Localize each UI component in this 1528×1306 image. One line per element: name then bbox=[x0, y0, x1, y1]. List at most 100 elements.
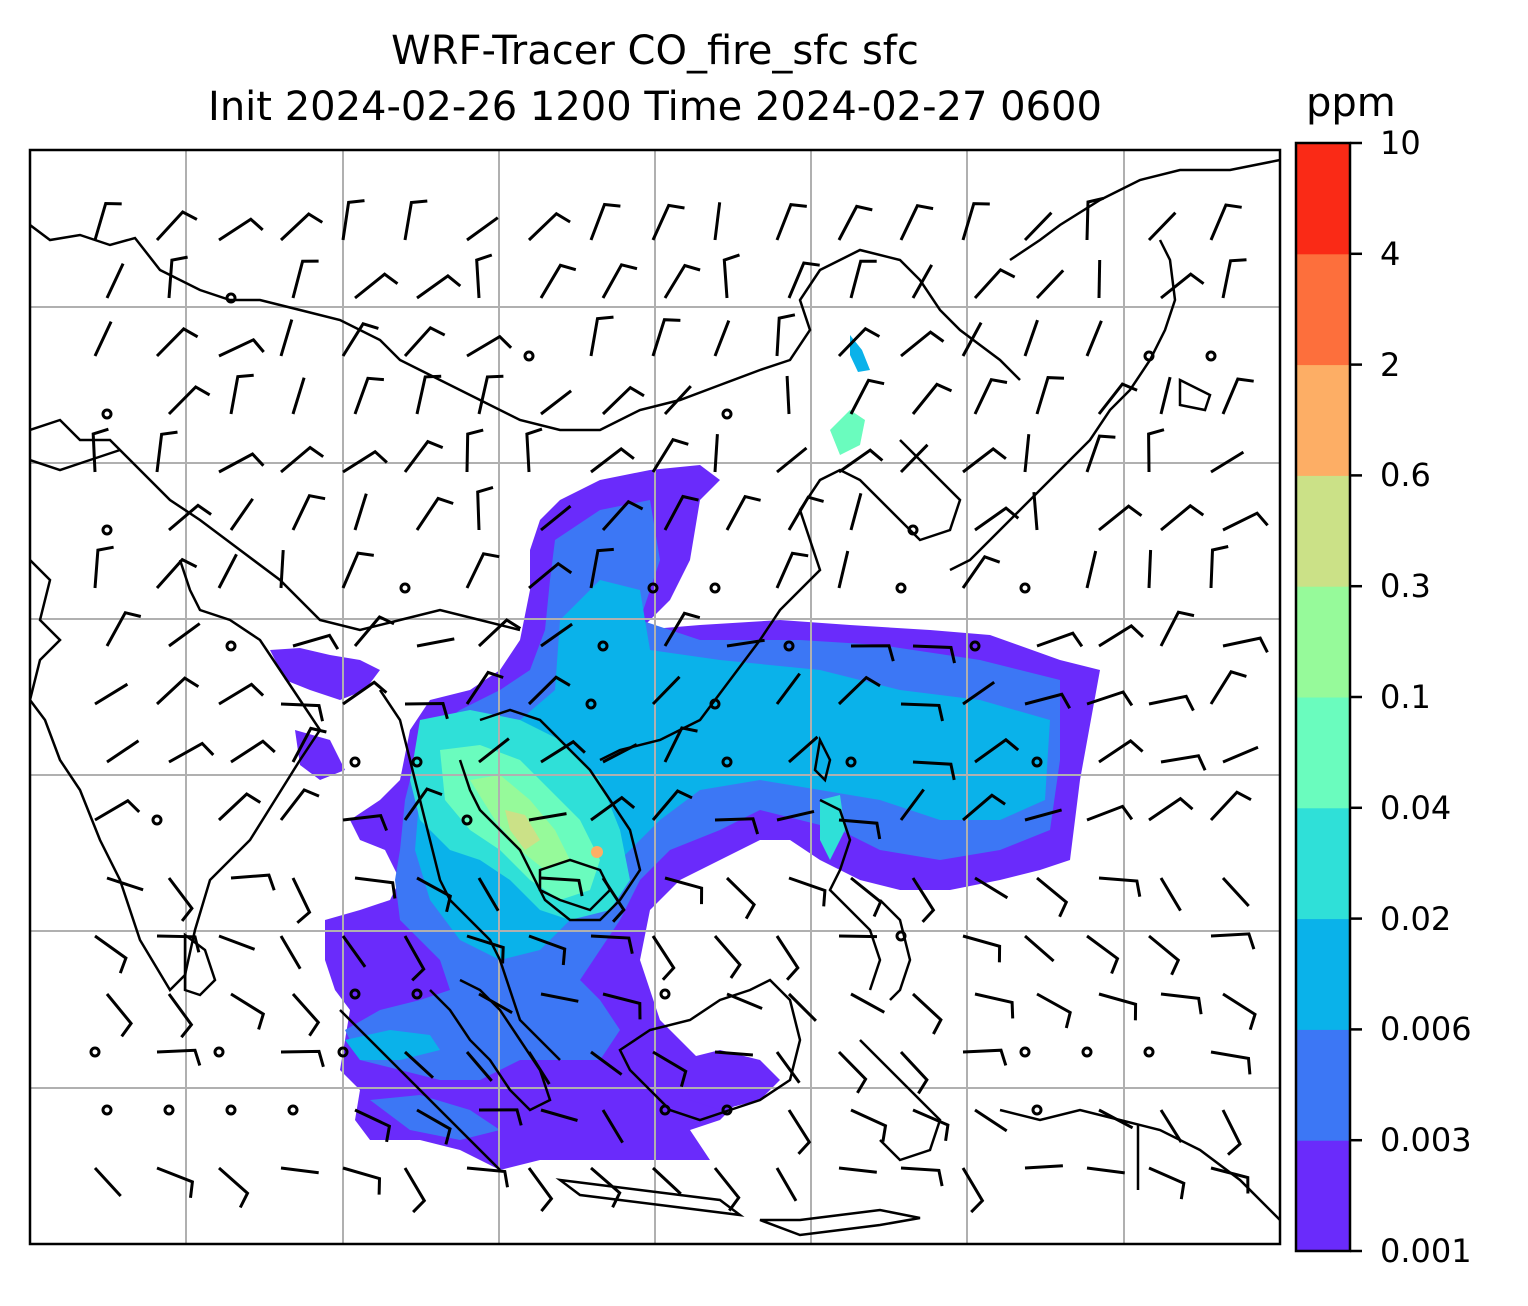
wind-barb bbox=[292, 633, 340, 650]
wind-barb bbox=[590, 447, 635, 474]
wind-barb bbox=[962, 934, 1002, 963]
wind-barb bbox=[279, 788, 320, 821]
wind-barb bbox=[528, 812, 567, 822]
wind-barb bbox=[403, 1167, 427, 1214]
wind-barb bbox=[775, 1167, 798, 1202]
wind-barb bbox=[974, 1108, 1008, 1133]
wind-barb bbox=[1098, 992, 1138, 1021]
wind-barb bbox=[416, 876, 453, 913]
wind-barb bbox=[1210, 1166, 1250, 1194]
wind-barb bbox=[540, 504, 572, 532]
calm-wind-marker bbox=[1081, 1046, 1093, 1058]
wind-barb bbox=[1098, 504, 1143, 532]
wind-barb bbox=[477, 618, 522, 648]
wind-barb bbox=[528, 934, 567, 966]
wind-barb bbox=[403, 1050, 435, 1079]
wind-barb bbox=[229, 373, 254, 415]
wind-barb bbox=[1159, 877, 1182, 912]
calm-wind-marker bbox=[1205, 350, 1217, 362]
wind-barb bbox=[962, 680, 996, 706]
wind-barb bbox=[1023, 211, 1053, 242]
plume-level-2-south bbox=[370, 1095, 500, 1140]
calm-wind-marker bbox=[597, 640, 609, 652]
wind-barb bbox=[775, 313, 796, 357]
wind-barb bbox=[105, 993, 133, 1038]
wind-barb bbox=[974, 876, 1009, 900]
wind-barb bbox=[838, 448, 884, 474]
wind-barb bbox=[837, 1050, 868, 1094]
wind-barb bbox=[899, 204, 934, 241]
wind-barb bbox=[527, 211, 571, 242]
wind-barb bbox=[354, 1108, 392, 1143]
calm-wind-marker bbox=[585, 698, 597, 710]
wind-barb bbox=[528, 561, 573, 590]
wind-barb bbox=[93, 320, 113, 357]
wind-barb bbox=[403, 325, 446, 358]
wind-barb bbox=[155, 676, 200, 706]
wind-barb bbox=[342, 680, 388, 706]
wind-barb bbox=[651, 203, 685, 241]
wind-barb bbox=[1221, 1109, 1242, 1156]
wind-barb bbox=[279, 319, 294, 357]
wind-barb bbox=[663, 385, 692, 416]
wind-barb bbox=[342, 449, 388, 474]
wind-barb bbox=[787, 992, 817, 1022]
wind-barb bbox=[91, 427, 109, 473]
colorbar-tick-label: 0.1 bbox=[1380, 678, 1431, 716]
wind-barb bbox=[601, 385, 645, 416]
wind-barb bbox=[912, 760, 956, 781]
wind-barb bbox=[713, 320, 731, 357]
wind-barb bbox=[218, 452, 265, 474]
wind-barb bbox=[540, 876, 584, 897]
wind-barb bbox=[106, 739, 140, 764]
wind-barb bbox=[775, 1051, 801, 1084]
wind-barb bbox=[911, 992, 943, 1035]
calm-wind-marker bbox=[101, 1104, 113, 1116]
plume-patch-borneo bbox=[680, 1050, 780, 1110]
wind-barb bbox=[849, 492, 863, 531]
wind-barb bbox=[1032, 491, 1039, 531]
wind-barb bbox=[217, 553, 238, 589]
wind-barb bbox=[725, 876, 756, 920]
plume-patch-korea bbox=[830, 410, 865, 455]
wind-barb bbox=[1085, 320, 1103, 357]
wind-barb bbox=[849, 259, 877, 299]
wind-barb bbox=[589, 547, 614, 589]
wind-barb bbox=[911, 877, 936, 923]
wind-barb bbox=[899, 1050, 929, 1095]
wind-barb bbox=[465, 1051, 493, 1082]
wind-barb bbox=[291, 993, 321, 1037]
wind-barb bbox=[775, 551, 809, 589]
wind-barb bbox=[601, 499, 644, 532]
wind-barb bbox=[1086, 1166, 1125, 1175]
wind-barb bbox=[353, 376, 385, 415]
wind-barb bbox=[1024, 1164, 1063, 1170]
wind-barb bbox=[291, 877, 312, 924]
wind-barb bbox=[838, 934, 878, 939]
wind-barb bbox=[602, 743, 638, 764]
wind-barb bbox=[1221, 377, 1254, 415]
colorbar-segment bbox=[1296, 918, 1350, 1030]
colorbar-segment bbox=[1296, 1029, 1350, 1141]
calm-wind-marker bbox=[659, 988, 671, 1000]
wind-barb bbox=[279, 935, 302, 970]
wind-barb bbox=[900, 330, 945, 358]
wind-barb bbox=[1159, 610, 1195, 647]
wind-barb bbox=[279, 212, 324, 242]
wind-barb bbox=[713, 935, 742, 979]
wind-barb bbox=[788, 876, 827, 907]
wind-barb bbox=[1086, 804, 1134, 822]
wind-barb bbox=[93, 1166, 122, 1198]
wind-barb bbox=[466, 334, 513, 358]
wind-barb bbox=[1024, 808, 1062, 822]
wind-barb bbox=[465, 670, 504, 705]
wind-barb bbox=[601, 1109, 624, 1144]
wind-barb bbox=[601, 877, 626, 923]
colorbar-tick-label: 4 bbox=[1380, 234, 1401, 273]
wind-barb bbox=[775, 202, 807, 241]
wind-barb bbox=[776, 809, 815, 822]
wind-barb bbox=[478, 1108, 523, 1126]
wind-barb bbox=[1098, 739, 1144, 764]
wind-barb bbox=[899, 788, 925, 821]
wind-barb bbox=[849, 378, 885, 415]
